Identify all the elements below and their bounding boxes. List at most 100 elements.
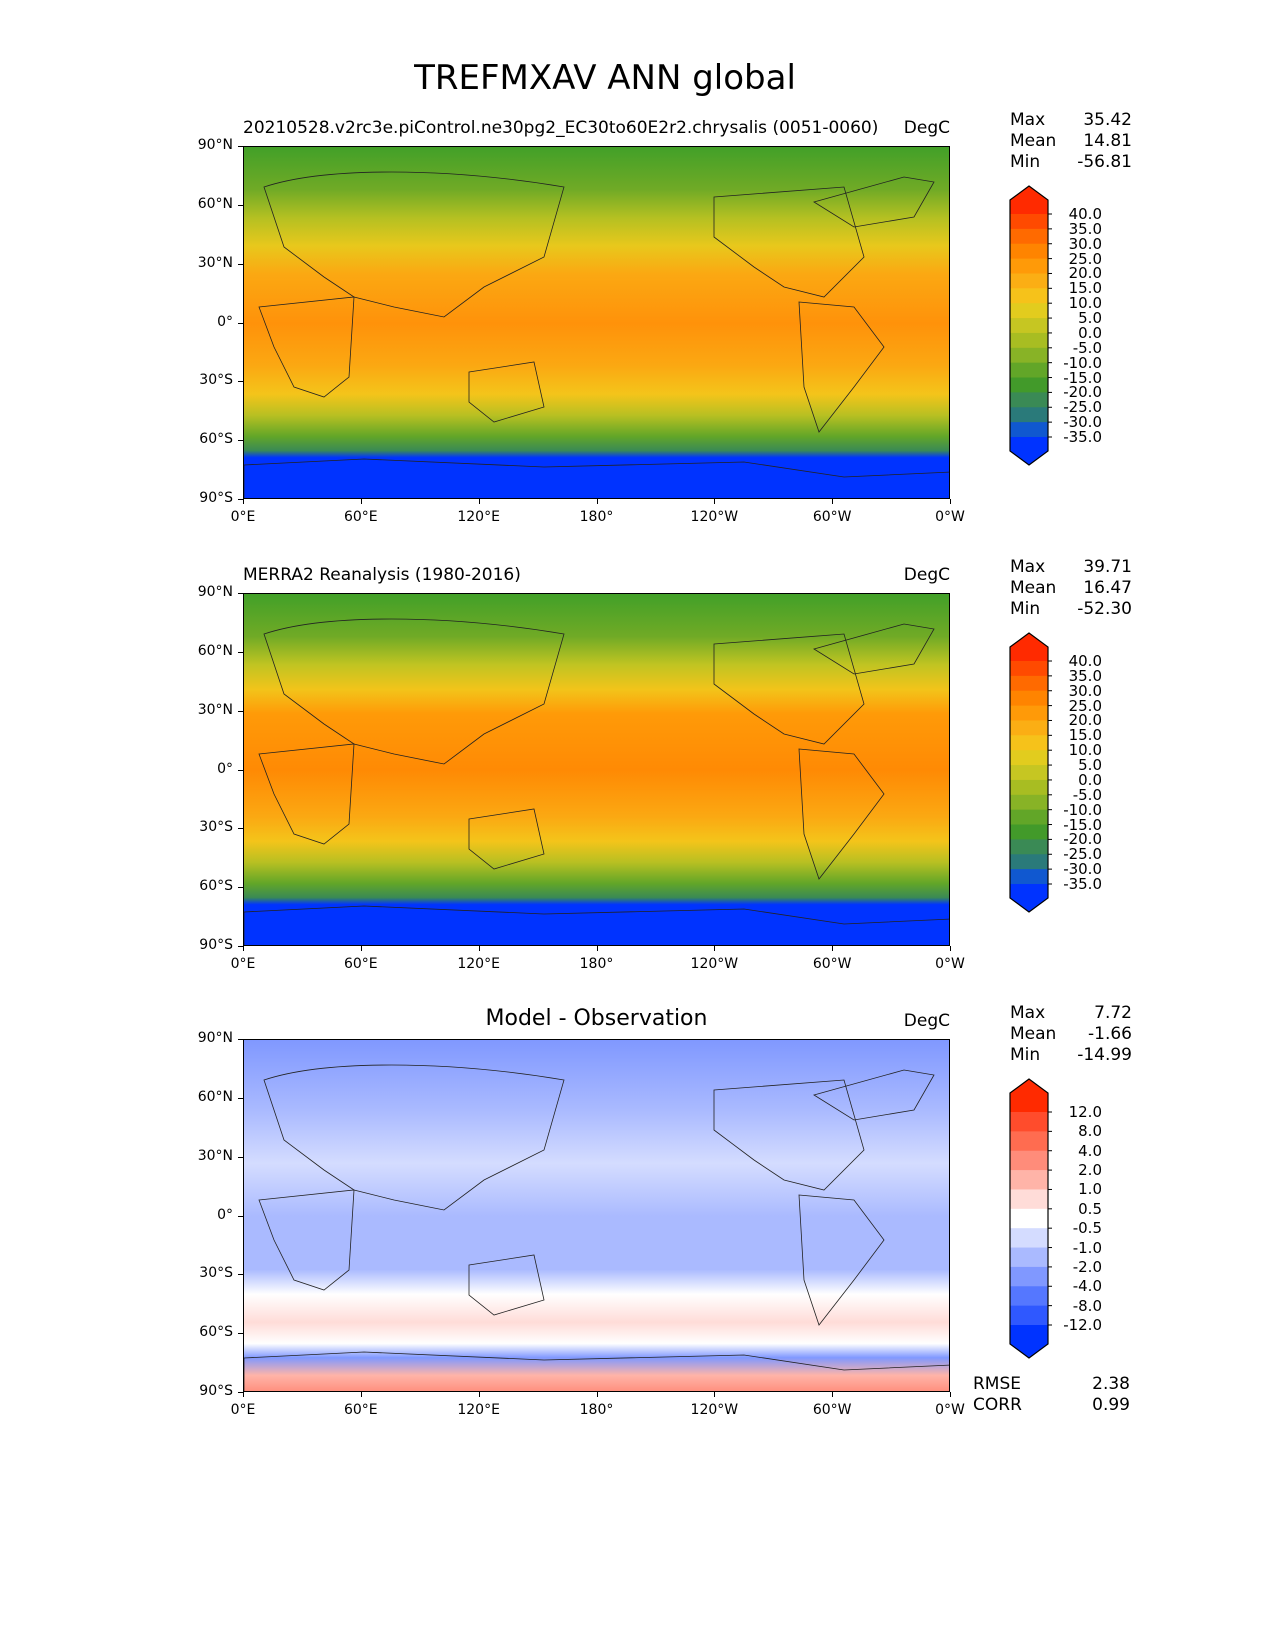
coastline (713, 1079, 865, 1191)
x-tick-mark (832, 1392, 834, 1397)
colorbar-bin (1010, 839, 1048, 855)
x-tick-mark (478, 1392, 480, 1397)
colorbar-bin (1010, 214, 1048, 230)
coastline (813, 623, 935, 675)
colorbar-bin (1010, 779, 1048, 796)
stat-label: Max (1010, 110, 1046, 130)
y-tick-mark (238, 1156, 243, 1158)
metric-corr: CORR 0.99 (973, 1395, 1130, 1415)
x-tick-label: 0°W (935, 956, 965, 972)
colorbar-bin (1010, 1325, 1048, 1358)
x-tick-mark (596, 946, 598, 951)
stat-label: Min (1010, 1045, 1041, 1065)
colorbar-tick-label: 15.0 (1068, 726, 1102, 745)
colorbar-tick-label: -25.0 (1063, 398, 1102, 417)
y-tick-label: 30°S (199, 372, 233, 389)
y-tick-mark (238, 1333, 243, 1335)
coastline (468, 1254, 545, 1316)
coastline (813, 176, 935, 228)
colorbar-bin (1010, 273, 1048, 289)
colorbar-tick-label: 5.0 (1078, 756, 1102, 775)
y-tick-mark (238, 1392, 243, 1393)
y-tick-label: 60°N (197, 195, 233, 212)
y-tick-label: 60°S (199, 431, 233, 448)
units-label: DegC (903, 1011, 950, 1031)
colorbar-tick-label: -35.0 (1063, 875, 1102, 893)
y-tick-mark (238, 651, 243, 653)
x-tick-label: 60°W (812, 509, 852, 525)
y-tick-label: 90°S (199, 937, 233, 953)
colorbar-bin (1010, 228, 1048, 245)
panel-title: 20210528.v2rc3e.piControl.ne30pg2_EC30to… (243, 118, 879, 138)
x-tick-label: 60°E (343, 1402, 378, 1418)
x-tick-label: 60°W (812, 956, 852, 972)
colorbar-tick-label: 25.0 (1068, 249, 1102, 268)
colorbar-bin (1010, 407, 1048, 423)
stat-max: Max 35.42 (1010, 110, 1132, 130)
coastline (258, 743, 355, 845)
colorbar-bin (1010, 1208, 1048, 1229)
colorbar-bin (1010, 1305, 1048, 1326)
x-tick-mark (243, 946, 244, 951)
y-tick-label: 90°N (197, 584, 233, 600)
y-tick-mark (238, 322, 243, 324)
stat-mean: Mean 16.47 (1010, 578, 1132, 598)
colorbar-bin (1010, 661, 1048, 677)
stat-value: 35.42 (1083, 110, 1132, 130)
map-field (244, 1040, 949, 1391)
coastline (258, 1189, 355, 1291)
colorbar-outline (1009, 632, 1049, 913)
units-label: DegC (903, 565, 950, 585)
x-tick-mark (714, 1392, 716, 1397)
colorbar-tick-label: 8.0 (1078, 1122, 1102, 1141)
x-tick-label: 0°W (935, 1402, 965, 1418)
map-field (244, 594, 949, 945)
stat-label: Min (1010, 599, 1041, 619)
colorbar-bin (1010, 809, 1048, 826)
colorbar-bin (1010, 392, 1048, 408)
colorbar-tick-label: 20.0 (1068, 711, 1102, 730)
colorbar-bin (1010, 824, 1048, 840)
field-shading (244, 594, 949, 945)
colorbar-tick-label: 5.0 (1078, 309, 1102, 328)
y-tick-label: 30°N (197, 701, 233, 718)
colorbar-bin (1010, 288, 1048, 304)
y-tick-label: 60°S (199, 1324, 233, 1341)
y-tick-mark (238, 828, 243, 830)
colorbar-bin (1010, 854, 1048, 870)
y-tick-mark (238, 946, 243, 947)
y-tick-mark (238, 263, 243, 265)
colorbar-bin (1010, 362, 1048, 379)
colorbar-bin (1010, 1112, 1048, 1132)
x-tick-label: 60°E (343, 956, 378, 972)
x-tick-mark (950, 499, 951, 504)
colorbar-bin (1010, 377, 1048, 393)
x-tick-mark (478, 946, 480, 951)
colorbar-tick-label: -15.0 (1063, 815, 1102, 834)
x-tick-mark (950, 1392, 951, 1397)
x-tick-mark (360, 1392, 362, 1397)
colorbar-tick-label: 0.0 (1078, 323, 1102, 342)
colorbar-tick-label: 15.0 (1068, 279, 1102, 298)
colorbar-tick-label: -1.0 (1072, 1238, 1102, 1257)
y-tick-mark (238, 204, 243, 206)
colorbar-tick-label: 25.0 (1068, 696, 1102, 715)
colorbar-tick-label: 0.5 (1078, 1199, 1102, 1218)
x-tick-mark (596, 499, 598, 504)
colorbar-tick-label: -10.0 (1063, 353, 1102, 372)
y-tick-label: 90°N (197, 137, 233, 153)
x-tick-label: 0°E (230, 1402, 256, 1418)
y-tick-label: 90°N (197, 1030, 233, 1046)
coastline (263, 618, 565, 765)
x-tick-mark (360, 499, 362, 504)
colorbar-tick-label: 1.0 (1078, 1180, 1102, 1199)
y-tick-mark (238, 593, 243, 594)
panel-title: MERRA2 Reanalysis (1980-2016) (243, 565, 521, 585)
y-tick-label: 30°S (199, 1265, 233, 1282)
stat-mean: Mean -1.66 (1010, 1024, 1132, 1044)
metric-label: CORR (973, 1395, 1022, 1415)
coastline (798, 1194, 885, 1326)
colorbar (1009, 1078, 1052, 1359)
x-tick-label: 120°E (457, 956, 500, 972)
y-tick-mark (238, 440, 243, 442)
